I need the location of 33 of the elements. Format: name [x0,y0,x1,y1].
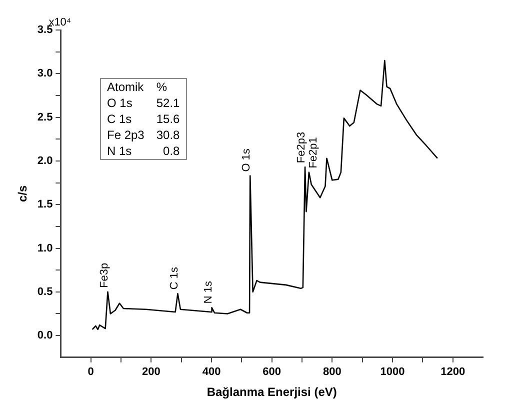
annotation: 30.8 [155,127,181,143]
annotation: Fe2p3 [296,132,308,164]
annotation: C 1s [168,266,180,290]
x-tick-label: 0 [88,366,94,378]
annotation: 0.8 [162,143,181,160]
annotation: Fe2p1 [308,137,320,168]
y-tick-label: 3.0 [37,68,53,80]
x-axis-title: Bağlanma Enerjisi (eV) [206,385,337,400]
annotation: 15.6 [155,111,181,127]
y-tick-label: 0.0 [37,330,53,342]
x-tick-label: 400 [202,366,221,378]
annotation: Fe 2p3 [106,127,146,143]
y-tick-label: 0.5 [37,286,53,298]
y-tick-label: 3.5 [37,24,53,36]
annotation: 52.1 [155,95,181,111]
x-tick-label: 800 [322,366,342,378]
y-tick-label: 2.0 [37,154,53,167]
annotation: C 1s [106,111,133,127]
x-tick-label: 1200 [440,366,466,378]
y-tick-label: 2.5 [37,111,53,124]
annotation: % [155,79,168,95]
annotation: N 1s [202,280,214,304]
x-tick-label: 200 [142,366,160,378]
y-tick-label: 1.0 [37,242,53,254]
annotation: O 1s [106,95,134,111]
x-tick-label: 1000 [380,366,405,378]
annotation: O 1s [240,148,253,172]
y-tick-label: 1.5 [37,198,53,211]
annotation: N 1s [106,143,133,160]
annotation: Atomik [106,79,145,95]
x-tick-label: 600 [262,366,282,378]
y-axis-title: c/s [16,185,30,202]
annotation: Fe3p [98,262,110,288]
